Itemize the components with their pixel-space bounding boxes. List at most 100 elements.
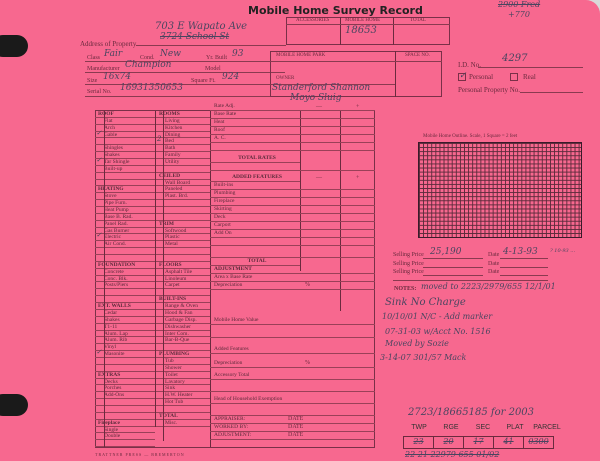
selling-price-value: 25,190 [430, 247, 462, 257]
manufacturer-label: Manufacturer [87, 66, 120, 72]
cond-value: New [160, 49, 181, 59]
form-line [85, 61, 285, 62]
feature-row: Shingles [95, 145, 155, 153]
feature-row: Shower [156, 365, 210, 372]
real-checkbox[interactable] [510, 73, 518, 81]
feature-row: Posts/Piers [95, 282, 155, 290]
rates-row: ADJUSTMENT [210, 266, 375, 274]
rates-row: TOTAL [210, 258, 300, 266]
feature-row: Range & Oven [156, 303, 210, 310]
column-divider [210, 111, 211, 447]
date-line [500, 275, 548, 276]
feature-row [95, 440, 155, 448]
rates-row: A. C. [210, 135, 375, 143]
feature-row [156, 406, 210, 413]
percent-label: % [305, 282, 310, 288]
parcel-cell: 0300 [523, 436, 554, 449]
outline-grid[interactable] [418, 142, 582, 238]
column-divider [340, 111, 341, 311]
date-label: Date [488, 269, 500, 275]
minus-header: — [316, 175, 322, 181]
feature-row: Toilet [156, 372, 210, 379]
feature-row: Linoleum [156, 276, 210, 283]
feature-row [95, 296, 155, 304]
note-line: Moved by Sozie [385, 339, 449, 348]
space-label: SPACE NO. [405, 53, 430, 58]
id-line [478, 67, 583, 68]
binder-hole [0, 394, 28, 416]
feature-row: Alum. Rib [95, 337, 155, 345]
date-label: DATE [288, 424, 304, 430]
feature-row: Dining [156, 132, 210, 139]
note-line: 3-14-07 301/57 Mack [380, 353, 467, 362]
feature-row: Plastic [156, 234, 210, 242]
feature-row: Garbage Disp. [156, 317, 210, 324]
section-heading: HEATING [95, 186, 155, 194]
section-heading: TOTAL [156, 413, 210, 420]
date-label: DATE [288, 416, 304, 422]
date-label: DATE [288, 432, 304, 438]
feature-row: Wall Board [156, 180, 210, 187]
feature-row: Carpet [156, 282, 210, 290]
features-column-1: ROOF Flat Arch Gable ✓ Shingles Shakes Tar Shin… [95, 111, 155, 448]
address-line [136, 45, 286, 46]
owner-value: Standerford Shannon [272, 83, 371, 93]
feature-row: Electric ✓ [95, 232, 155, 242]
feature-row: Masonite ✓ [95, 348, 155, 358]
feature-row [95, 173, 155, 180]
form-line [85, 96, 285, 97]
feature-row: Inter Com. [156, 331, 210, 338]
column-divider [300, 111, 301, 271]
rates-row: Carport [210, 222, 375, 230]
price-line [423, 275, 483, 276]
feature-row [95, 365, 155, 372]
notes-label: NOTES: [394, 286, 417, 292]
feature-row [95, 180, 155, 187]
feature-row [156, 289, 210, 297]
plus-header: + [356, 104, 360, 110]
rates-row: Fireplace [210, 198, 375, 206]
section-heading: TRIM [156, 221, 210, 228]
feature-row: Hood & Fan [156, 310, 210, 317]
class-value: Fair [104, 49, 123, 59]
notes-rule [393, 280, 548, 281]
feature-row [95, 399, 155, 406]
feature-row: Asphalt Tile [156, 269, 210, 276]
rates-row: APPRAISER: [210, 416, 375, 424]
feature-row: Single [95, 427, 155, 434]
section-heading: PLUMBING [156, 351, 210, 358]
feature-row [95, 413, 155, 420]
printer-footer: TRATTNER PRESS — BREMERTON [95, 452, 185, 457]
feature-row: Arch [95, 125, 155, 132]
feature-row: Decks [95, 379, 155, 386]
rates-row: Roof [210, 127, 375, 135]
feature-row: Porches [95, 385, 155, 393]
feature-row: Shakes [95, 317, 155, 324]
feature-row: Heat Pump [95, 207, 155, 214]
feature-row: Softwood [156, 228, 210, 235]
feature-row [95, 248, 155, 256]
section-heading: EXT. WALLS [95, 303, 155, 310]
feature-row: Stove [95, 193, 155, 201]
parcel-cell: 20 [433, 436, 464, 449]
binder-hole [0, 35, 28, 57]
minus-header: — [316, 104, 322, 110]
parcel-header: TWP [411, 424, 427, 431]
park-label: MOBILE HOME PARK [276, 53, 326, 58]
section-heading: FOUNDATION [95, 262, 155, 269]
feature-row [156, 214, 210, 221]
sqft-label: Square Ft. [191, 78, 216, 84]
feature-row [156, 344, 210, 352]
feature-row [156, 200, 210, 208]
feature-row: Alum. Lap [95, 331, 155, 338]
feature-row: Conc. Blk. [95, 276, 155, 283]
form-title: Mobile Home Survey Record [248, 4, 423, 17]
plus-header: + [356, 175, 360, 181]
feature-row: Bed 2 [156, 136, 210, 146]
personal-checkbox[interactable]: ✓ [458, 71, 467, 81]
mobile-home-header: MOBILE HOME [345, 18, 381, 23]
feature-row: H.W. Heater [156, 392, 210, 400]
yr-built-label: Yr. Built [206, 55, 228, 61]
feature-row: Double [95, 433, 155, 441]
